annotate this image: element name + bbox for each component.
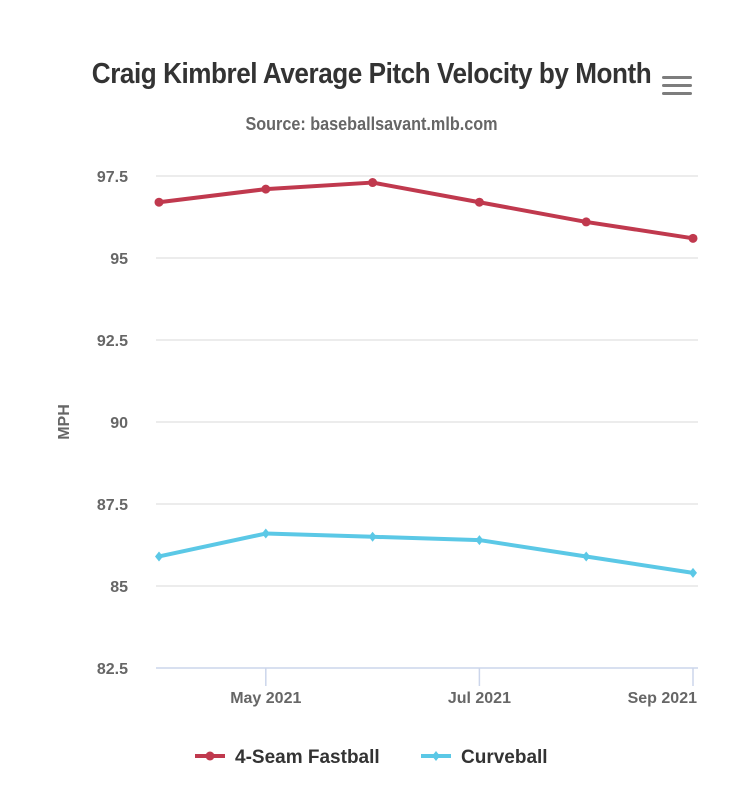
data-point[interactable] [155, 551, 163, 562]
series-curveball[interactable] [155, 528, 697, 578]
chart-title: Craig Kimbrel Average Pitch Velocity by … [91, 58, 652, 90]
data-point[interactable] [368, 531, 377, 542]
legend-item[interactable]: Curveball [421, 747, 548, 768]
legend-label: 4-Seam Fastball [235, 747, 380, 768]
x-tick-label: Jul 2021 [448, 690, 511, 707]
series-group [154, 178, 698, 578]
gridlines [156, 175, 698, 587]
y-tick-label: 87.5 [97, 497, 128, 514]
data-point[interactable] [474, 197, 484, 207]
data-point[interactable] [582, 551, 591, 562]
legend-label: Curveball [461, 747, 548, 768]
series-line[interactable] [157, 180, 695, 241]
y-tick-label: 85 [110, 579, 128, 596]
x-axis: May 2021 Jul 2021 Sep 2021 [156, 667, 698, 707]
x-tick-label: May 2021 [230, 690, 301, 707]
chart-subtitle: Source: baseballsavant.mlb.com [245, 114, 498, 134]
data-point[interactable] [154, 197, 164, 207]
legend: 4-Seam Fastball Curveball [195, 747, 548, 768]
series-line[interactable] [157, 531, 695, 575]
data-point[interactable] [368, 178, 378, 188]
y-axis-tick-labels: 82.5 85 87.5 90 92.5 95 97.5 [97, 169, 128, 678]
legend-marker-icon [432, 751, 440, 761]
series-4-seam-fastball[interactable] [154, 178, 698, 243]
y-tick-label: 82.5 [97, 661, 128, 678]
legend-marker-icon [205, 751, 215, 761]
data-point[interactable] [475, 535, 484, 546]
hamburger-menu-icon[interactable] [660, 70, 694, 100]
x-tick-label: Sep 2021 [628, 690, 697, 707]
data-point[interactable] [689, 567, 697, 578]
y-tick-label: 90 [110, 415, 128, 432]
data-point[interactable] [581, 217, 591, 227]
data-point[interactable] [688, 233, 698, 243]
y-axis-title: MPH [56, 404, 73, 440]
y-tick-label: 95 [110, 251, 128, 268]
data-point[interactable] [261, 184, 271, 194]
legend-item[interactable]: 4-Seam Fastball [195, 747, 380, 768]
data-point[interactable] [261, 528, 270, 539]
y-tick-label: 97.5 [97, 169, 128, 186]
y-tick-label: 92.5 [97, 333, 128, 350]
